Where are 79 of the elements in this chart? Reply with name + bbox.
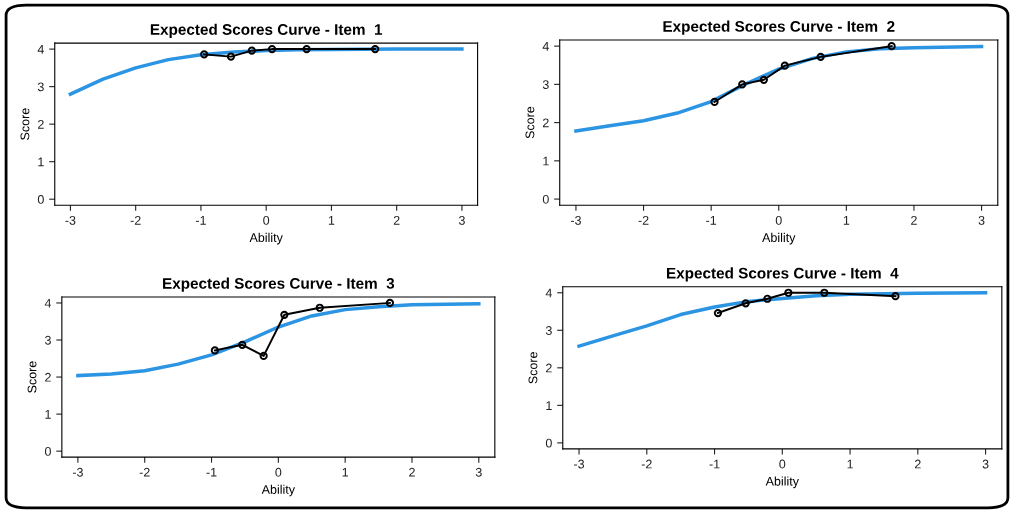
x-tick-label: -1 <box>709 459 720 469</box>
chart-title: Expected Scores Curve - Item 2 <box>663 20 895 35</box>
y-tick-label: 2 <box>542 118 549 128</box>
x-tick-label: -1 <box>195 216 206 225</box>
y-tick-label: 0 <box>44 446 51 456</box>
y-axis-title: Score <box>27 361 37 393</box>
y-tick-label: 3 <box>44 335 51 345</box>
x-tick-label: -2 <box>638 215 649 225</box>
y-tick-label: 1 <box>546 401 552 410</box>
x-tick-label: 1 <box>342 467 349 477</box>
point <box>816 52 825 61</box>
x-tick-label: -2 <box>130 215 141 225</box>
point <box>238 340 247 349</box>
x-axis-title: Ability <box>765 476 799 489</box>
point <box>784 288 793 297</box>
point <box>713 308 723 318</box>
chart-title: Expected Scores Curve - Item 3 <box>163 277 395 292</box>
x-tick-label: -3 <box>72 467 83 477</box>
x-tick-label: 2 <box>409 467 415 477</box>
point <box>820 288 829 297</box>
x-tick-label: 2 <box>393 215 400 225</box>
chart-title: Expected Scores Curve - Item 1 <box>150 23 383 38</box>
y-tick-label: 4 <box>44 298 52 308</box>
y-axis-title: Score <box>525 106 535 139</box>
y-tick-label: 1 <box>543 156 549 166</box>
x-tick-label: 0 <box>779 459 786 469</box>
x-axis-title: Ability <box>261 484 295 497</box>
x-tick-label: 3 <box>458 215 465 225</box>
line-series <box>76 301 481 378</box>
x-tick-label: 0 <box>275 467 282 477</box>
y-tick-label: 2 <box>45 372 51 382</box>
x-tick-label: 3 <box>978 215 985 225</box>
x-tick-label: 3 <box>982 459 989 469</box>
y-tick-label: 4 <box>542 42 549 51</box>
x-tick-label: -3 <box>65 215 76 225</box>
x-tick-label: 2 <box>911 215 917 225</box>
y-tick-label: 0 <box>545 438 552 448</box>
x-tick-label: 0 <box>263 215 270 225</box>
y-tick-label: 4 <box>545 288 552 298</box>
x-tick-label: 0 <box>775 215 782 225</box>
x-axis-title: Ability <box>762 232 796 245</box>
y-tick-label: 0 <box>37 195 44 204</box>
y-tick-label: 3 <box>545 326 552 335</box>
point <box>741 299 750 308</box>
x-axis-title: Ability <box>249 232 283 245</box>
point <box>738 80 747 89</box>
x-tick-label: 1 <box>328 216 335 225</box>
point <box>710 97 719 107</box>
x-tick-label: -1 <box>206 467 217 477</box>
x-tick-label: 3 <box>475 467 482 477</box>
y-tick-label: 2 <box>546 363 552 373</box>
point <box>385 298 395 308</box>
point <box>759 75 768 84</box>
x-tick-label: -2 <box>139 467 150 477</box>
point <box>259 351 268 361</box>
x-tick-label: 2 <box>914 459 921 469</box>
point <box>210 346 219 355</box>
point <box>280 310 289 319</box>
point <box>891 292 900 301</box>
y-axis-title: Score <box>528 352 538 384</box>
x-tick-label: -2 <box>641 459 652 469</box>
y-tick-label: 0 <box>542 194 549 204</box>
x-tick-label: 1 <box>843 216 850 225</box>
x-tick-label: -3 <box>574 459 585 469</box>
point <box>887 42 896 51</box>
x-tick-label: 1 <box>847 459 853 469</box>
point <box>315 303 324 312</box>
point <box>763 294 772 303</box>
point <box>780 61 789 70</box>
x-tick-label: -3 <box>570 215 581 225</box>
chart-title: Expected Scores Curve - Item 4 <box>667 267 899 282</box>
y-tick-label: 3 <box>37 82 44 92</box>
y-tick-label: 2 <box>38 119 44 129</box>
y-tick-label: 1 <box>45 410 51 419</box>
y-tick-label: 4 <box>37 45 44 54</box>
y-axis-title: Score <box>20 108 30 140</box>
y-tick-label: 1 <box>38 157 44 167</box>
x-tick-label: -1 <box>706 216 717 225</box>
y-tick-label: 3 <box>542 80 549 90</box>
